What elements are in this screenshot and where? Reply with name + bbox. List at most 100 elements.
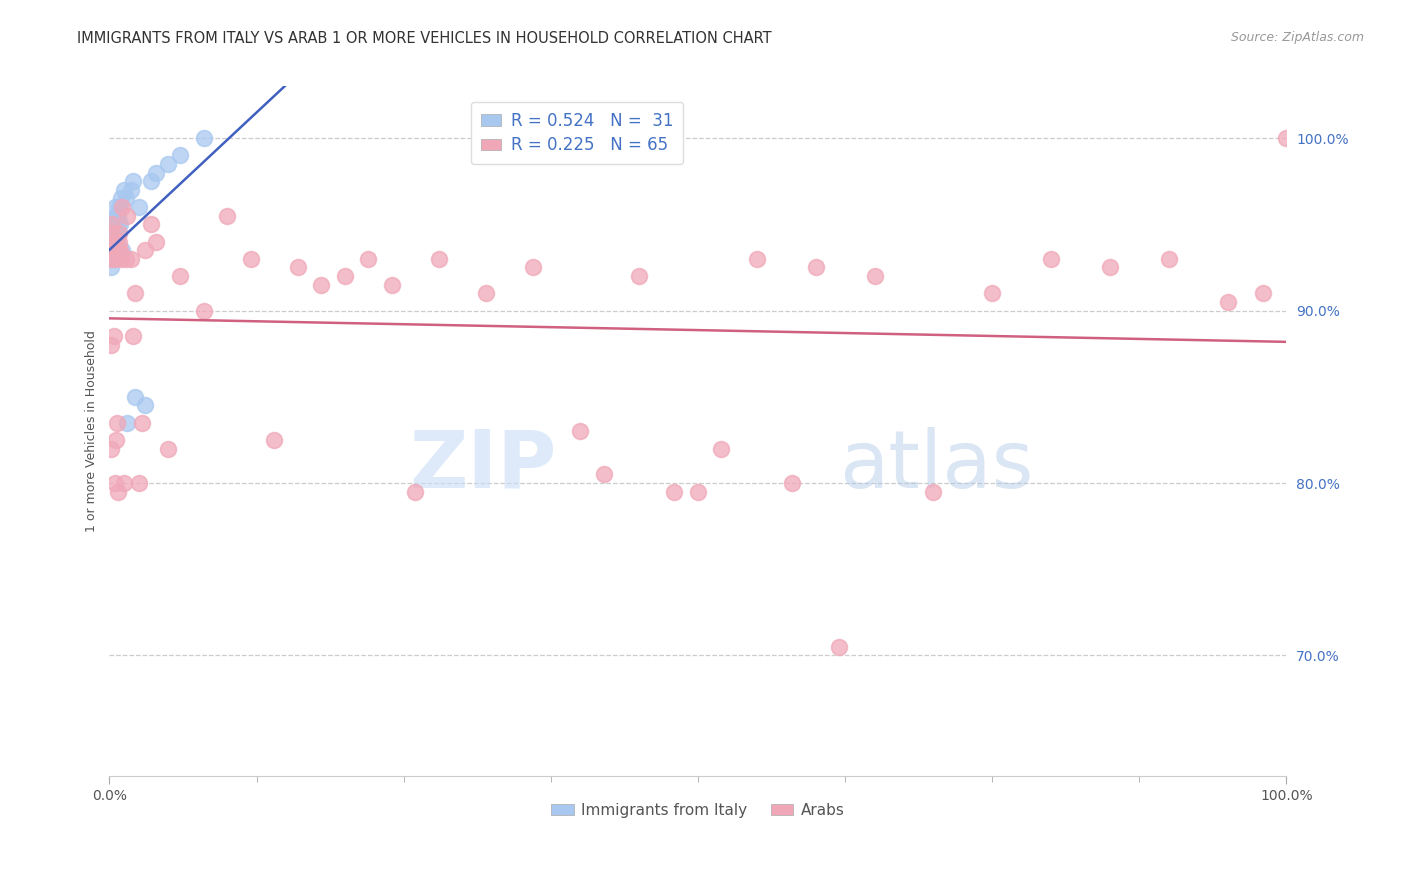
Y-axis label: 1 or more Vehicles in Household: 1 or more Vehicles in Household — [86, 330, 98, 533]
Point — [105, 235, 128, 249]
Point — [381, 277, 404, 292]
Point — [193, 131, 215, 145]
Point — [105, 416, 128, 430]
Point — [745, 252, 768, 266]
Point — [105, 235, 128, 249]
Point — [287, 260, 309, 275]
Point — [828, 640, 851, 654]
Point — [131, 416, 153, 430]
Point — [103, 217, 125, 231]
Point — [108, 235, 131, 249]
Point — [115, 252, 138, 266]
Point — [1157, 252, 1180, 266]
Point — [592, 467, 614, 482]
Point — [157, 442, 180, 456]
Point — [1275, 131, 1298, 145]
Point — [100, 338, 122, 352]
Point — [120, 252, 142, 266]
Point — [145, 235, 167, 249]
Point — [101, 226, 124, 240]
Point — [107, 243, 129, 257]
Point — [111, 200, 134, 214]
Legend: Immigrants from Italy, Arabs: Immigrants from Italy, Arabs — [544, 797, 851, 823]
Point — [104, 200, 127, 214]
Point — [101, 217, 124, 231]
Point — [134, 243, 156, 257]
Point — [1216, 294, 1239, 309]
Point — [1040, 252, 1063, 266]
Point — [115, 209, 138, 223]
Point — [107, 484, 129, 499]
Point — [124, 286, 146, 301]
Point — [145, 165, 167, 179]
Point — [98, 252, 121, 266]
Point — [100, 260, 122, 275]
Point — [100, 243, 122, 257]
Point — [1251, 286, 1274, 301]
Point — [124, 390, 146, 404]
Point — [108, 243, 131, 257]
Point — [139, 217, 162, 231]
Point — [134, 398, 156, 412]
Point — [110, 252, 132, 266]
Point — [239, 252, 262, 266]
Point — [112, 183, 135, 197]
Point — [863, 268, 886, 283]
Point — [475, 286, 498, 301]
Point — [105, 209, 128, 223]
Point — [710, 442, 733, 456]
Point — [103, 235, 125, 249]
Point — [107, 217, 129, 231]
Point — [128, 475, 150, 490]
Point — [128, 200, 150, 214]
Text: IMMIGRANTS FROM ITALY VS ARAB 1 OR MORE VEHICLES IN HOUSEHOLD CORRELATION CHART: IMMIGRANTS FROM ITALY VS ARAB 1 OR MORE … — [77, 31, 772, 46]
Text: Source: ZipAtlas.com: Source: ZipAtlas.com — [1230, 31, 1364, 45]
Point — [104, 433, 127, 447]
Point — [193, 303, 215, 318]
Point — [522, 260, 544, 275]
Point — [115, 416, 138, 430]
Point — [922, 484, 945, 499]
Point — [104, 226, 127, 240]
Point — [103, 329, 125, 343]
Point — [169, 148, 191, 162]
Point — [115, 191, 138, 205]
Point — [112, 475, 135, 490]
Point — [108, 217, 131, 231]
Point — [111, 243, 134, 257]
Point — [628, 268, 651, 283]
Point — [104, 252, 127, 266]
Point — [780, 475, 803, 490]
Point — [107, 209, 129, 223]
Point — [108, 226, 131, 240]
Point — [981, 286, 1004, 301]
Point — [157, 157, 180, 171]
Point — [110, 191, 132, 205]
Text: atlas: atlas — [839, 426, 1033, 505]
Point — [108, 200, 131, 214]
Point — [169, 268, 191, 283]
Point — [100, 226, 122, 240]
Point — [139, 174, 162, 188]
Point — [804, 260, 827, 275]
Point — [569, 424, 592, 438]
Point — [101, 235, 124, 249]
Point — [108, 226, 131, 240]
Point — [1098, 260, 1121, 275]
Point — [404, 484, 426, 499]
Point — [122, 329, 145, 343]
Point — [122, 174, 145, 188]
Point — [357, 252, 380, 266]
Point — [217, 209, 239, 223]
Point — [103, 252, 125, 266]
Point — [333, 268, 356, 283]
Point — [263, 433, 285, 447]
Point — [664, 484, 686, 499]
Point — [311, 277, 333, 292]
Point — [100, 442, 122, 456]
Point — [686, 484, 709, 499]
Text: ZIP: ZIP — [409, 426, 557, 505]
Point — [104, 475, 127, 490]
Point — [120, 183, 142, 197]
Point — [101, 243, 124, 257]
